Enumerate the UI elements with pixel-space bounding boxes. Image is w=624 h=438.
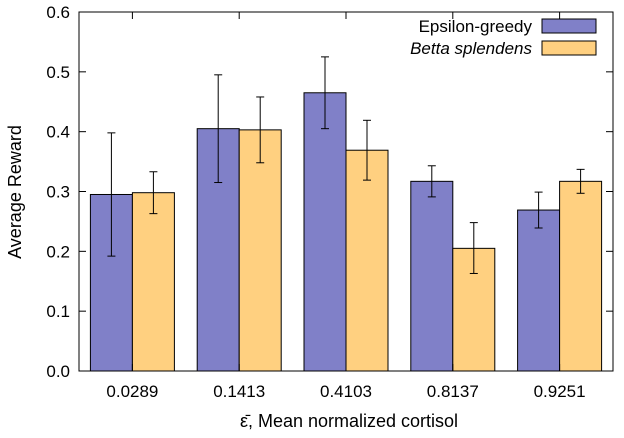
x-axis-title: ε̄, Mean normalized cortisol	[240, 411, 458, 431]
plot-area: 0.0 0.1 0.2 0.3 0.4 0.5 0.6 0.0289 0.1413 0.4103 0…	[46, 3, 614, 401]
y-tick-label: 0.6	[46, 3, 70, 22]
bar-series-1	[345, 149, 389, 372]
legend-swatch	[541, 40, 597, 56]
legend-label: Epsilon-greedy	[419, 17, 533, 36]
legend-swatch	[541, 18, 597, 34]
y-tick-label: 0.0	[46, 362, 70, 381]
y-tick-label: 0.2	[46, 242, 70, 261]
x-tick-label: 0.4103	[320, 382, 372, 401]
legend-label: Betta splendens	[410, 39, 532, 58]
plot-frame	[78, 11, 614, 372]
bar-series-1	[238, 129, 282, 372]
x-tick-label: 0.9251	[534, 382, 586, 401]
y-tick-label: 0.1	[46, 302, 70, 321]
bar-series-0	[410, 180, 454, 372]
x-tick-label: 0.0289	[106, 382, 158, 401]
bar-series-0	[303, 92, 347, 372]
x-tick-label: 0.8137	[427, 382, 479, 401]
y-tick-label: 0.3	[46, 183, 70, 202]
bar-series-1	[559, 180, 603, 372]
x-tick-label: 0.1413	[213, 382, 265, 401]
bar-series-1	[131, 192, 175, 372]
y-axis-title: Average Reward	[5, 125, 25, 259]
bar-series-0	[517, 209, 561, 372]
y-tick-label: 0.4	[46, 123, 70, 142]
y-tick-label: 0.5	[46, 63, 70, 82]
